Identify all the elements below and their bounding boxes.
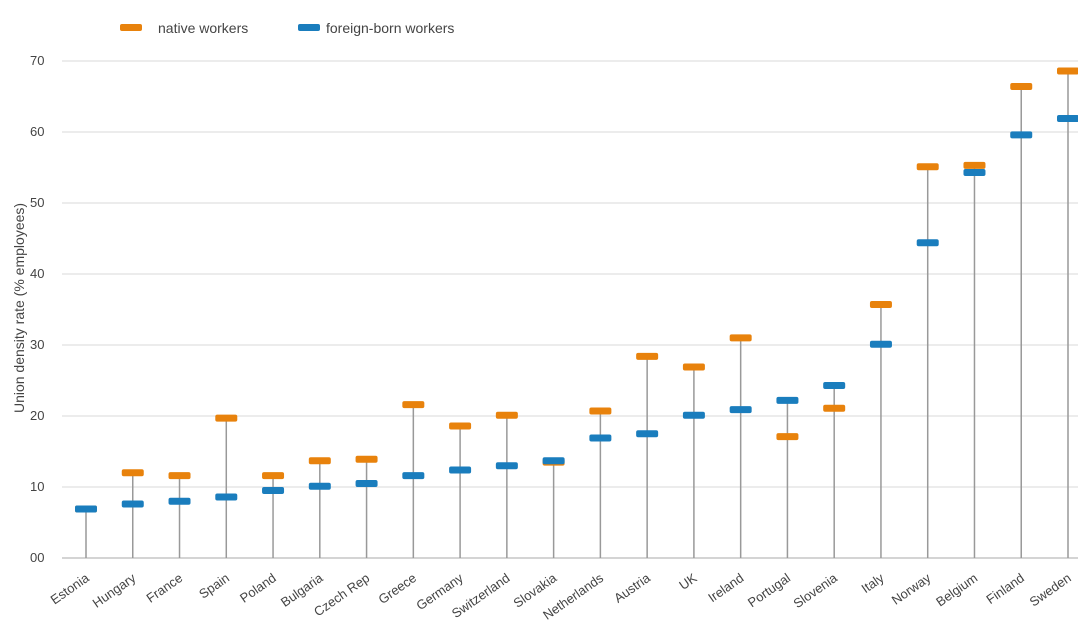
legend-label-foreign-born-workers: foreign-born workers <box>326 20 454 36</box>
foreign-born-workers-mark <box>262 487 285 495</box>
foreign-born-workers-mark <box>729 406 752 414</box>
foreign-born-workers-mark <box>1057 115 1078 123</box>
foreign-born-workers-mark <box>1010 131 1033 139</box>
foreign-born-workers-mark <box>682 411 705 419</box>
native-workers-mark <box>682 363 705 371</box>
x-tick-label: UK <box>676 570 700 593</box>
foreign-born-workers-mark <box>776 396 799 404</box>
x-tick-label: Italy <box>859 570 888 596</box>
foreign-born-workers-mark <box>495 462 518 470</box>
foreign-born-workers-mark <box>215 493 238 501</box>
native-workers-mark <box>121 469 144 477</box>
native-workers-mark <box>823 404 846 412</box>
x-tick-label: Estonia <box>48 570 93 608</box>
x-tick-label: Hungary <box>90 570 139 611</box>
x-tick-label: Ireland <box>705 570 746 605</box>
gridlines <box>62 60 1078 559</box>
native-workers-mark <box>1057 67 1078 75</box>
x-tick-label: Greece <box>376 570 420 607</box>
native-workers-mark <box>636 352 659 360</box>
native-workers-mark <box>449 422 472 430</box>
native-workers-mark <box>869 301 892 309</box>
foreign-born-workers-mark <box>916 239 939 247</box>
stems <box>85 70 1069 558</box>
y-axis-ticks: 00 10 20 30 40 50 60 70 <box>30 53 44 565</box>
foreign-born-workers-mark <box>869 340 892 348</box>
x-tick-label: Portugal <box>745 570 793 610</box>
x-tick-label: Sweden <box>1027 570 1074 609</box>
native-workers-mark <box>916 163 939 171</box>
y-tick-label: 30 <box>30 337 44 352</box>
x-tick-label: Norway <box>889 570 934 608</box>
native-workers-mark <box>495 411 518 419</box>
native-workers-mark <box>402 401 425 409</box>
foreign-born-workers-mark <box>75 505 97 513</box>
legend-label-native-workers: native workers <box>158 20 248 36</box>
foreign-born-workers-mark <box>402 472 425 480</box>
native-workers-mark <box>776 433 799 441</box>
native-workers-mark <box>355 455 378 463</box>
foreign-born-workers-mark <box>355 479 378 487</box>
foreign-born-workers-mark <box>963 168 986 176</box>
foreign-born-workers-mark <box>168 497 191 505</box>
x-tick-label: Spain <box>196 570 232 601</box>
legend: native workers foreign-born workers <box>120 20 454 36</box>
x-tick-label: Finland <box>983 570 1027 607</box>
y-tick-label: 00 <box>30 550 44 565</box>
foreign-born-workers-mark <box>121 500 144 508</box>
foreign-born-workers-mark <box>449 466 472 474</box>
foreign-born-workers-mark <box>636 430 659 438</box>
x-tick-label: Poland <box>237 570 279 606</box>
y-tick-label: 50 <box>30 195 44 210</box>
data-marks <box>75 67 1078 513</box>
foreign-born-workers-mark <box>542 457 565 465</box>
native-workers-mark <box>1010 83 1033 91</box>
x-tick-label: Belgium <box>933 570 980 609</box>
native-workers-mark <box>729 334 752 342</box>
foreign-born-workers-mark <box>823 381 846 389</box>
foreign-born-workers-mark <box>589 434 612 442</box>
y-tick-label: 40 <box>30 266 44 281</box>
native-workers-mark <box>963 161 986 169</box>
native-workers-mark <box>308 457 331 465</box>
y-axis-title: Union density rate (% employees) <box>11 203 27 413</box>
x-tick-label: Slovenia <box>790 570 840 611</box>
y-tick-label: 20 <box>30 408 44 423</box>
foreign-born-workers-mark <box>308 482 331 490</box>
y-tick-label: 10 <box>30 479 44 494</box>
y-tick-label: 60 <box>30 124 44 139</box>
x-tick-label: Austria <box>611 570 653 606</box>
native-workers-mark <box>262 472 285 480</box>
legend-swatch-native-workers <box>120 24 142 31</box>
native-workers-mark <box>589 407 612 415</box>
native-workers-mark <box>215 414 238 422</box>
native-workers-mark <box>168 472 191 480</box>
x-tick-label: France <box>143 570 185 605</box>
legend-swatch-foreign-born-workers <box>298 24 320 31</box>
y-tick-label: 70 <box>30 53 44 68</box>
